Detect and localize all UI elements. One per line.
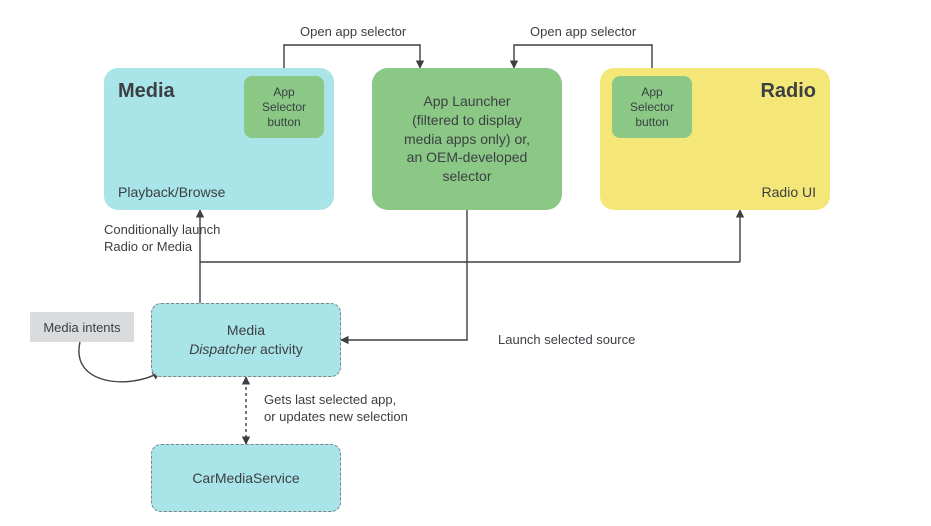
media-intents-text: Media intents [43,320,120,335]
media-footer: Playback/Browse [118,184,225,200]
dispatcher-line1: Media [227,322,265,338]
edge-label-launch-src: Launch selected source [498,332,635,349]
dispatcher-text: Media Dispatcher activity [189,321,303,359]
dispatcher-italic: Dispatcher [189,341,256,357]
radio-title: Radio [760,80,816,103]
media-title: Media [118,80,175,103]
launcher-text: App Launcher (filtered to display media … [404,92,530,186]
node-dispatcher: Media Dispatcher activity [151,303,341,377]
edge-launcher-to-dispatcher [341,210,467,340]
media-selector-button-text: App Selector button [262,85,306,130]
edge-label-cond-launch: Conditionally launch Radio or Media [104,222,220,256]
radio-selector-button-text: App Selector button [630,85,674,130]
node-radio-selector-button: App Selector button [612,76,692,138]
node-media-intents: Media intents [30,312,134,342]
node-media-selector-button: App Selector button [244,76,324,138]
node-launcher: App Launcher (filtered to display media … [372,68,562,210]
radio-footer: Radio UI [762,184,816,200]
dispatcher-tail: activity [260,341,303,357]
edge-label-open-left: Open app selector [300,24,406,41]
edge-label-open-right: Open app selector [530,24,636,41]
edge-intents-to-dispatcher [79,342,160,382]
carmediaservice-text: CarMediaService [192,470,299,486]
dispatcher-line2: Dispatcher activity [189,341,303,357]
edge-label-gets-last: Gets last selected app, or updates new s… [264,392,408,426]
node-carmediaservice: CarMediaService [151,444,341,512]
